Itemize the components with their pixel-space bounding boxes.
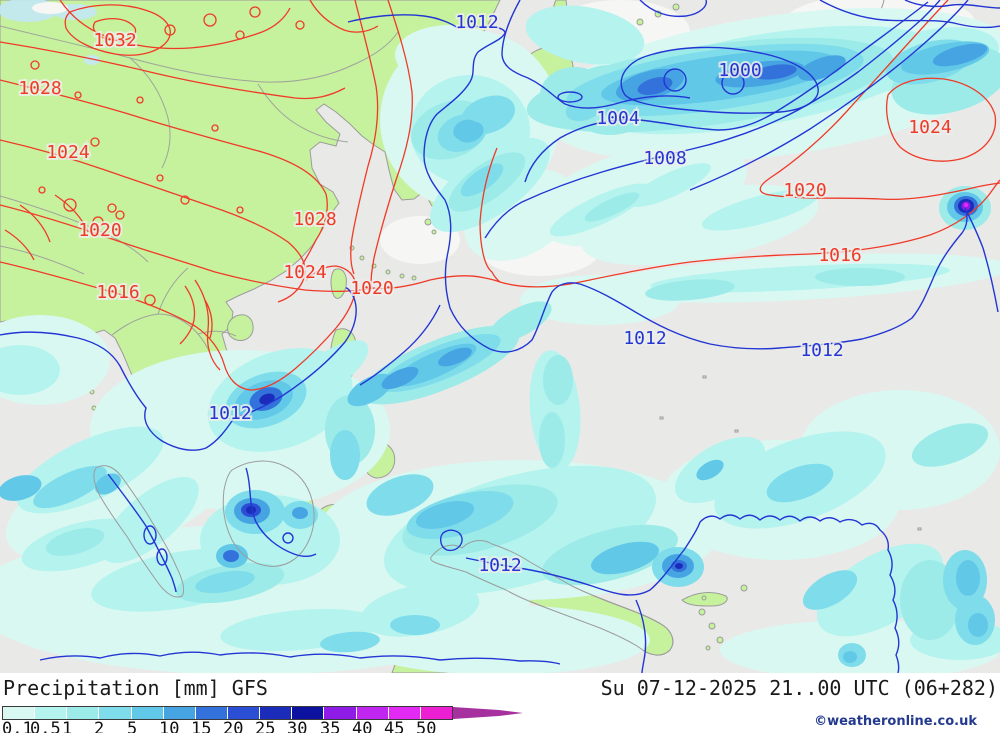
legend-scale-label: 10	[159, 719, 180, 733]
legend-scale-label: 35	[320, 719, 341, 733]
legend-color-cell	[35, 707, 68, 719]
isobar-label: 1020	[350, 278, 393, 299]
legend-scale-label: 5	[127, 719, 138, 733]
isobar-label: 1028	[18, 78, 61, 99]
legend-color-cell	[388, 707, 421, 719]
land-hainan	[227, 314, 254, 342]
isobar-label: 1024	[46, 142, 89, 163]
legend-color-cell	[356, 707, 389, 719]
isobars-high-pressure	[0, 0, 1000, 391]
legend-color-cell	[260, 707, 293, 719]
legend-scale-label: 20	[223, 719, 244, 733]
isobar-label: 1032	[93, 30, 136, 51]
isobar-label: 1012	[478, 555, 521, 576]
isobar-label: 1020	[783, 180, 826, 201]
legend-scale-label: 0.1	[2, 719, 33, 733]
legend-scale-label: 2	[94, 719, 105, 733]
isobar-label: 1016	[818, 245, 861, 266]
isobar-label: 1012	[800, 340, 843, 361]
isobars-low-pressure	[0, 0, 1000, 673]
precipitation-shading	[0, 0, 1000, 673]
legend-color-cell	[324, 707, 357, 719]
legend-color-cell	[3, 707, 36, 719]
legend-color-cell	[420, 707, 452, 719]
legend-title: Precipitation [mm] GFS	[3, 676, 268, 700]
highland-ice-patches	[0, 0, 100, 65]
legend-color-cell	[163, 707, 196, 719]
legend-color-cell	[99, 707, 132, 719]
legend-scale-label: 15	[191, 719, 212, 733]
legend-color-cell	[131, 707, 164, 719]
legend-scale-label: 1	[62, 719, 73, 733]
coast-overlays	[93, 460, 674, 656]
isobar-label: 1020	[78, 220, 121, 241]
legend-color-cell	[227, 707, 261, 719]
legend-scale-label: 25	[255, 719, 276, 733]
forecast-datetime: Su 07-12-2025 21..00 UTC (06+282)	[600, 676, 998, 700]
legend-color-cell	[292, 707, 325, 719]
isobar-labels: 1032 1028 1024 1020 1028 1024 1020 1016 1024 1020…	[16, 10, 953, 578]
precipitation-map: 1032 1028 1024 1020 1028 1024 1020 1016 1024 1020…	[0, 0, 1000, 673]
isobar-label: 1000	[718, 60, 761, 81]
isobar-label: 1012	[623, 328, 666, 349]
isobar-label: 1008	[643, 148, 686, 169]
isobar-label: 1016	[96, 282, 139, 303]
isobar-label: 1004	[596, 108, 639, 129]
legend-scale-label: 30	[287, 719, 308, 733]
legend-color-cell	[67, 707, 100, 719]
isobar-label: 1012	[455, 12, 498, 33]
ryukyu-islands	[349, 218, 437, 281]
legend-scale-label: 45	[384, 719, 405, 733]
isobar-label: 1024	[283, 262, 326, 283]
legend-footer: Precipitation [mm] GFS Su 07-12-2025 21.…	[0, 673, 1000, 733]
legend-arrow-icon	[453, 707, 523, 719]
legend-scale-labels: 0.1 0.5 1 2 5 10 15 20 25 30 35 40 45 50	[0, 719, 520, 733]
legend-color-cell	[195, 707, 228, 719]
credit-link[interactable]: ©weatheronline.co.uk	[814, 714, 977, 729]
isobar-label: 1012	[208, 403, 251, 424]
isobar-label: 1024	[908, 117, 951, 138]
legend-scale-label: 0.5	[30, 719, 61, 733]
legend-scale-label: 40	[352, 719, 373, 733]
isobar-label: 1028	[293, 209, 336, 230]
legend-colorbar	[2, 706, 453, 720]
legend-scale-label: 50	[416, 719, 437, 733]
